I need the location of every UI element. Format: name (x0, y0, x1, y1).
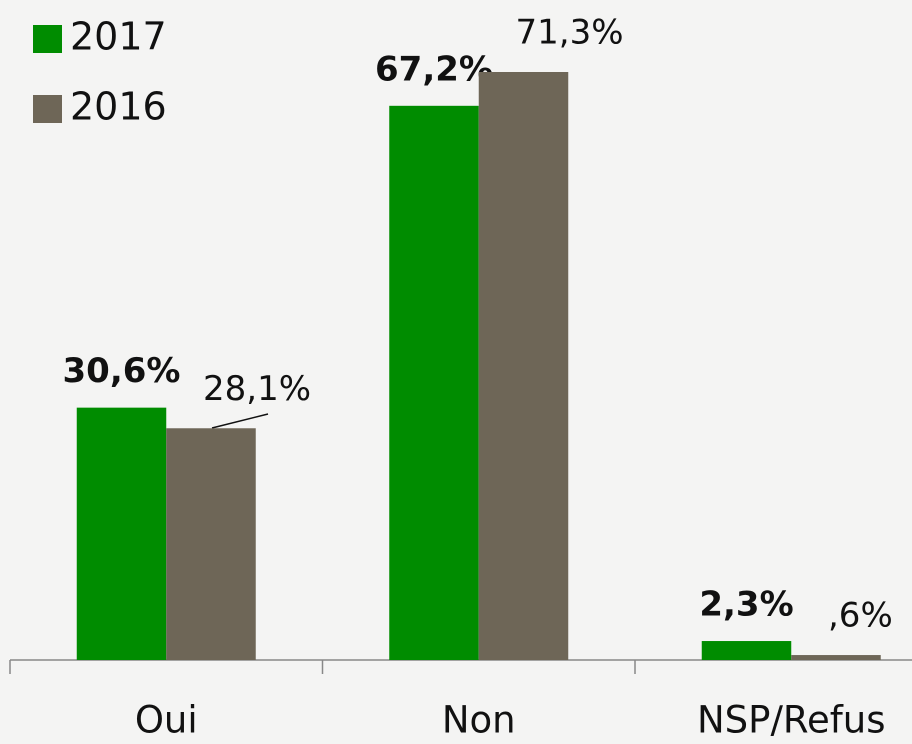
data-label: ,6% (828, 596, 893, 636)
data-label: 2,3% (699, 585, 793, 625)
leader-line (211, 413, 269, 429)
bar (701, 641, 792, 660)
legend-swatch (33, 95, 62, 123)
legend-label: 2017 (70, 15, 167, 59)
data-label: 71,3% (516, 13, 624, 53)
bar (478, 72, 569, 660)
bar (389, 105, 479, 660)
legend-swatch (33, 25, 62, 53)
x-tick-label: Non (442, 699, 516, 742)
x-tick-label: Oui (135, 699, 198, 742)
data-label: 28,1% (203, 369, 311, 409)
data-label: 30,6% (63, 351, 181, 391)
legend-label: 2016 (70, 85, 167, 129)
bar (76, 407, 167, 660)
bar (166, 428, 256, 660)
bar (791, 655, 881, 660)
data-label: 67,2% (375, 49, 493, 89)
x-tick-label: NSP/Refus (697, 699, 886, 742)
